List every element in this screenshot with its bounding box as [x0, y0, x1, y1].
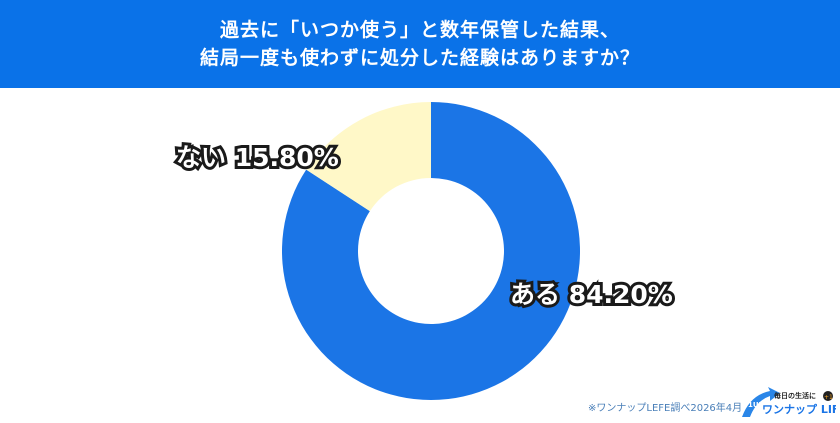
label-yes: ある 84.20% [507, 277, 676, 312]
brand-logo: 1UP 毎日の生活に +1 ワンナップ LIFE [740, 385, 840, 419]
svg-text:毎日の生活に: 毎日の生活に [774, 391, 816, 400]
svg-text:1UP: 1UP [748, 401, 764, 409]
title-line-1: 過去に「いつか使う」と数年保管した結果、 [219, 19, 620, 41]
label-no: ない 15.80% [173, 140, 342, 175]
slice-yes [282, 102, 580, 400]
svg-text:ワンナップ LIFE: ワンナップ LIFE [762, 402, 836, 416]
svg-text:+1: +1 [824, 394, 833, 401]
title-banner: 過去に「いつか使う」と数年保管した結果、 結局一度も使わずに処分した経験はありま… [0, 0, 840, 88]
slice-no [306, 102, 431, 212]
title-line-2: 結局一度も使わずに処分した経験はありますか？ [199, 47, 640, 69]
source-note: ※ワンナップLEFE調べ2026年4月 [588, 403, 743, 414]
